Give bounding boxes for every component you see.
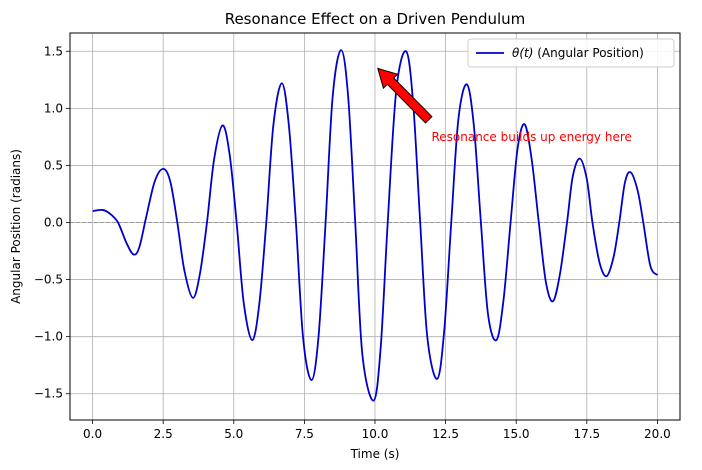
series-layer <box>92 49 659 402</box>
x-tick-label: 15.0 <box>503 427 530 441</box>
chart-title: Resonance Effect on a Driven Pendulum <box>225 10 526 28</box>
y-tick-label: 1.0 <box>44 101 63 115</box>
y-tick-label: 0.0 <box>44 216 63 230</box>
grid <box>70 33 680 420</box>
legend-label-symbol: θ(t) <box>512 46 533 60</box>
annotation-arrow <box>377 67 433 124</box>
x-tick-label: 10.0 <box>362 427 389 441</box>
y-tick-label: 0.5 <box>44 158 63 172</box>
annotation-text: Resonance builds up energy here <box>431 130 631 144</box>
x-tick-label: 2.5 <box>154 427 173 441</box>
legend-label-text: (Angular Position) <box>533 46 643 60</box>
x-tick-label: 7.5 <box>295 427 314 441</box>
x-tick-label: 5.0 <box>224 427 243 441</box>
x-tick-label: 20.0 <box>644 427 671 441</box>
y-axis-label: Angular Position (radians) <box>9 149 23 304</box>
y-tick-label: 1.5 <box>44 44 63 58</box>
y-tick-label: −1.5 <box>34 387 63 401</box>
legend-box <box>467 38 675 68</box>
x-tick-label: 17.5 <box>573 427 600 441</box>
y-tick-label: −1.0 <box>34 330 63 344</box>
y-tick-label: −0.5 <box>34 273 63 287</box>
x-tick-label: 12.5 <box>432 427 459 441</box>
x-tick-label: 0.0 <box>83 427 102 441</box>
x-axis-label: Time (s) <box>350 447 400 461</box>
legend-label: θ(t) (Angular Position) <box>512 46 644 60</box>
series-line-theta <box>92 49 659 402</box>
legend: θ(t) (Angular Position) <box>467 38 675 68</box>
ticks: 0.0 2.5 5.0 7.5 10.0 12.5 15.0 17.5 20.0 −1.5 −1.0… <box>34 44 671 441</box>
annotation-layer: Resonance builds up energy here <box>377 67 632 144</box>
